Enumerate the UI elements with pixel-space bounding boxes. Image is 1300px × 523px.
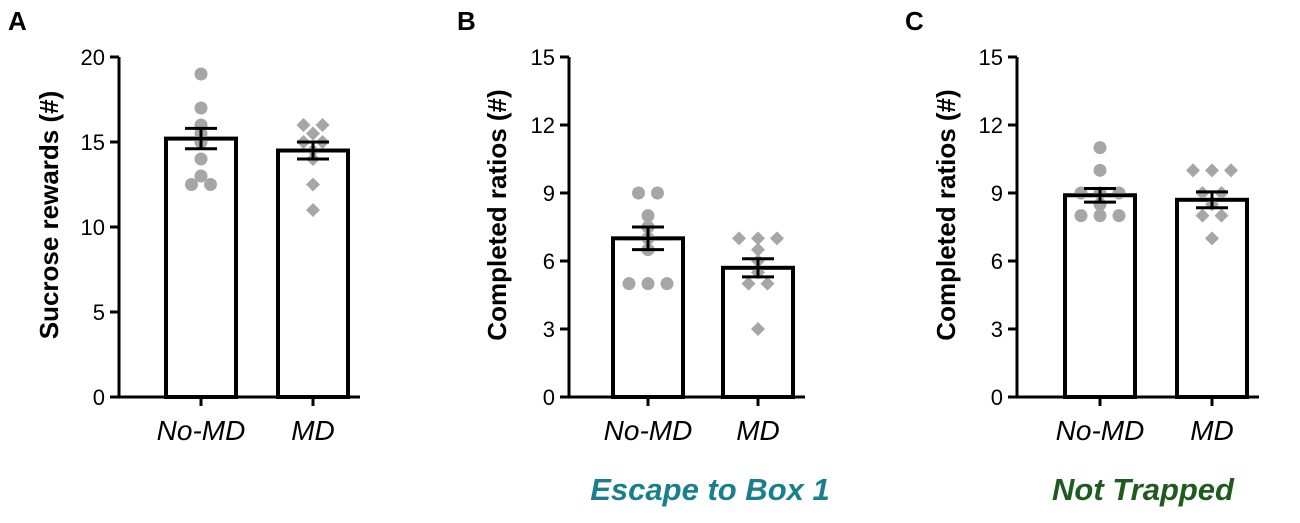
point-b-md-4 — [751, 242, 765, 257]
point-b-no-md-3 — [641, 209, 655, 223]
y-tick-label-a-20: 20 — [81, 45, 105, 70]
x-tick-label-c-md: MD — [1190, 415, 1234, 446]
y-tick-label-a-10: 10 — [81, 215, 105, 240]
error-bar-a-no-md — [175, 126, 227, 151]
point-a-md-2 — [315, 118, 330, 132]
point-c-no-md-7 — [1074, 209, 1088, 223]
point-b-md-1 — [732, 231, 746, 246]
y-tick-label-c-12: 12 — [979, 113, 1003, 138]
point-b-no-md-7 — [622, 277, 636, 291]
y-tick-label-b-9: 9 — [543, 181, 555, 206]
y-tick-label-a-15: 15 — [81, 130, 105, 155]
point-a-no-md-6 — [194, 152, 208, 166]
point-c-md-7 — [1195, 208, 1210, 223]
x-tick-label-a-md: MD — [291, 415, 335, 446]
plot-area-b: 0 3 6 9 12 15 No-MD MD — [531, 45, 805, 446]
point-c-md-8 — [1214, 208, 1229, 223]
plot-area-c: 0 3 6 9 12 15 No-MD MD — [979, 45, 1259, 446]
panel-a: A Sucrose rewards (#) 0 5 10 15 20 No-MD MD — [8, 6, 360, 446]
bar-b-no-md — [611, 236, 685, 399]
point-b-md-7 — [741, 276, 756, 291]
point-c-no-md-9 — [1112, 209, 1126, 223]
point-a-no-md-7 — [194, 169, 208, 183]
point-b-md-9 — [751, 322, 765, 336]
y-tick-label-b-3: 3 — [543, 317, 555, 342]
point-a-md-9 — [306, 203, 320, 217]
point-a-no-md-1 — [194, 67, 208, 81]
point-c-md-1 — [1186, 163, 1200, 178]
point-a-md-3 — [306, 126, 320, 141]
point-a-md-1 — [296, 118, 311, 132]
x-tick-label-b-md: MD — [736, 415, 780, 446]
y-tick-label-a-5: 5 — [93, 300, 105, 325]
bar-c-md — [1175, 197, 1249, 399]
panel-b: B Completed ratios (#) 0 3 6 9 12 15 No-MD MD E… — [457, 6, 830, 507]
point-b-no-md-1 — [632, 186, 645, 200]
y-tick-label-b-6: 6 — [543, 249, 555, 274]
panel-letter-b: B — [457, 6, 476, 36]
y-tick-label-c-9: 9 — [991, 181, 1003, 206]
point-b-no-md-9 — [660, 277, 674, 291]
point-c-no-md-2 — [1093, 163, 1107, 177]
point-c-no-md-8 — [1093, 209, 1107, 223]
y-tick-label-c-6: 6 — [991, 249, 1003, 274]
point-a-no-md-8 — [185, 178, 198, 191]
panel-subtitle-c: Not Trapped — [1052, 472, 1235, 507]
panel-c: C Completed ratios (#) 0 3 6 9 12 15 No-MD MD N… — [905, 6, 1259, 507]
point-c-no-md-1 — [1093, 141, 1107, 155]
bar-c-no-md — [1063, 193, 1137, 399]
error-bar-c-md — [1186, 190, 1238, 210]
x-tick-label-a-no-md: No-MD — [157, 415, 246, 446]
error-bar-b-md — [732, 257, 784, 279]
point-c-md-3 — [1224, 163, 1238, 178]
panel-letter-a: A — [8, 6, 27, 36]
y-axis-label-a: Sucrose rewards (#) — [34, 91, 64, 340]
point-a-no-md-9 — [204, 178, 217, 191]
y-axis-label-b: Completed ratios (#) — [482, 89, 512, 340]
y-tick-label-b-15: 15 — [531, 45, 555, 70]
x-tick-label-b-no-md: No-MD — [604, 415, 693, 446]
error-bar-b-no-md — [622, 225, 674, 252]
y-tick-label-c-0: 0 — [991, 385, 1003, 410]
panel-letter-c: C — [905, 6, 924, 36]
y-tick-label-b-0: 0 — [543, 385, 555, 410]
y-tick-label-a-0: 0 — [93, 385, 105, 410]
point-c-md-9 — [1205, 231, 1219, 246]
point-a-md-8 — [306, 177, 320, 192]
y-tick-label-b-12: 12 — [531, 113, 555, 138]
x-tick-label-c-no-md: No-MD — [1056, 415, 1145, 446]
point-c-md-2 — [1205, 163, 1219, 178]
panel-subtitle-b: Escape to Box 1 — [590, 472, 829, 507]
plot-area-a: 0 5 10 15 20 No-MD MD — [81, 45, 360, 446]
point-a-no-md-2 — [194, 101, 208, 115]
error-bar-a-md — [287, 140, 339, 161]
point-b-md-3 — [770, 231, 784, 246]
error-bar-c-no-md — [1074, 186, 1126, 204]
y-tick-label-c-15: 15 — [979, 45, 1003, 70]
y-tick-label-c-3: 3 — [991, 317, 1003, 342]
point-b-md-8 — [760, 276, 775, 291]
point-b-no-md-8 — [641, 277, 655, 291]
point-b-no-md-2 — [651, 186, 664, 200]
point-b-md-2 — [751, 231, 765, 246]
y-axis-label-c: Completed ratios (#) — [931, 89, 961, 340]
